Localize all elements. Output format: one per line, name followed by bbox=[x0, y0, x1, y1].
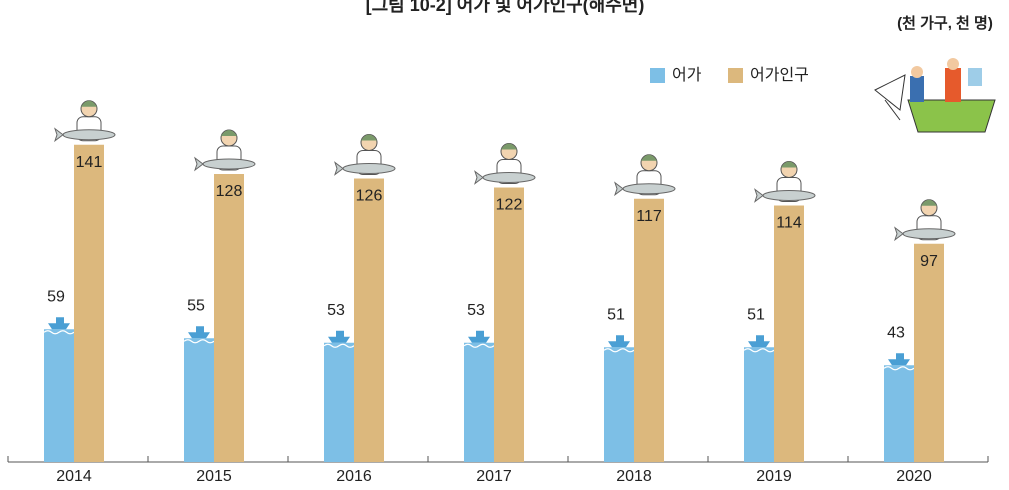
fish bbox=[903, 229, 955, 239]
value-label: 59 bbox=[47, 288, 65, 305]
fisherman-cap bbox=[641, 155, 657, 161]
value-label: 55 bbox=[187, 297, 205, 314]
fisherman-cap bbox=[501, 144, 517, 150]
fisherman-icon bbox=[615, 155, 675, 195]
fisherman-cap bbox=[81, 101, 97, 107]
legend-swatch bbox=[728, 68, 743, 83]
bar bbox=[914, 244, 944, 462]
fisherman-icon bbox=[755, 162, 815, 202]
value-label: 128 bbox=[216, 183, 243, 200]
legend-label: 어가 bbox=[672, 66, 702, 84]
fish-tail bbox=[615, 183, 623, 195]
fish-tail bbox=[195, 158, 203, 170]
boat-icon bbox=[188, 326, 210, 338]
bar bbox=[744, 347, 774, 462]
bar bbox=[74, 145, 104, 462]
fish-tail bbox=[475, 172, 483, 184]
value-label: 51 bbox=[747, 306, 765, 323]
x-tick-label: 2017 bbox=[476, 468, 512, 485]
value-label: 51 bbox=[607, 306, 625, 323]
value-label: 53 bbox=[467, 302, 485, 319]
value-label: 43 bbox=[887, 324, 905, 341]
bar bbox=[604, 347, 634, 462]
fisherman-cap bbox=[221, 130, 237, 136]
value-label: 114 bbox=[776, 215, 802, 232]
x-tick-label: 2015 bbox=[196, 468, 232, 485]
fisherman-icon bbox=[55, 101, 115, 141]
value-label: 97 bbox=[920, 253, 938, 270]
fish bbox=[203, 159, 255, 169]
unit-label: (천 가구, 천 명) bbox=[897, 14, 993, 32]
fisherman-icon bbox=[195, 130, 255, 170]
boat-icon bbox=[328, 331, 350, 343]
bar bbox=[184, 338, 214, 462]
bar bbox=[214, 174, 244, 462]
fisherman-cap bbox=[921, 200, 937, 206]
fish-tail bbox=[335, 163, 343, 175]
x-tick-label: 2014 bbox=[56, 468, 92, 485]
fisherman-cap bbox=[781, 162, 797, 168]
boat-icon bbox=[48, 317, 70, 329]
bar bbox=[324, 343, 354, 462]
fish-tail bbox=[55, 129, 63, 141]
chart: [그림 10-2] 어가 및 어가인구(해수면) (천 가구, 천 명) 어가 어… bbox=[0, 0, 1009, 490]
bar bbox=[44, 329, 74, 462]
fisherman-icon bbox=[475, 144, 535, 184]
bar bbox=[884, 365, 914, 462]
fish bbox=[763, 191, 815, 201]
fisherman-cap bbox=[361, 135, 377, 141]
fish bbox=[343, 164, 395, 174]
fish bbox=[483, 173, 535, 183]
fish-tail bbox=[755, 190, 763, 202]
bar bbox=[464, 343, 494, 462]
bar bbox=[774, 206, 804, 463]
chart-title: [그림 10-2] 어가 및 어가인구(해수면) bbox=[366, 0, 645, 15]
fish-tail bbox=[895, 228, 903, 240]
value-label: 141 bbox=[76, 154, 103, 171]
boat-icon bbox=[608, 335, 630, 347]
x-tick-label: 2019 bbox=[756, 468, 792, 485]
value-label: 126 bbox=[356, 188, 383, 205]
bar bbox=[354, 179, 384, 463]
x-tick-label: 2020 bbox=[896, 468, 932, 485]
legend-swatch bbox=[650, 68, 665, 83]
fisherman-icon bbox=[335, 135, 395, 175]
boat-icon bbox=[748, 335, 770, 347]
x-tick-label: 2018 bbox=[616, 468, 652, 485]
boat-icon bbox=[888, 353, 910, 365]
bar bbox=[494, 188, 524, 463]
value-label: 117 bbox=[636, 208, 662, 225]
fish bbox=[63, 130, 115, 140]
bar bbox=[634, 199, 664, 462]
value-label: 122 bbox=[496, 197, 523, 214]
x-tick-label: 2016 bbox=[336, 468, 372, 485]
fishing-boat-icon bbox=[875, 58, 995, 132]
value-label: 53 bbox=[327, 302, 345, 319]
fisherman-icon bbox=[895, 200, 955, 240]
boat-icon bbox=[468, 331, 490, 343]
fish bbox=[623, 184, 675, 194]
legend-label: 어가인구 bbox=[750, 66, 809, 84]
